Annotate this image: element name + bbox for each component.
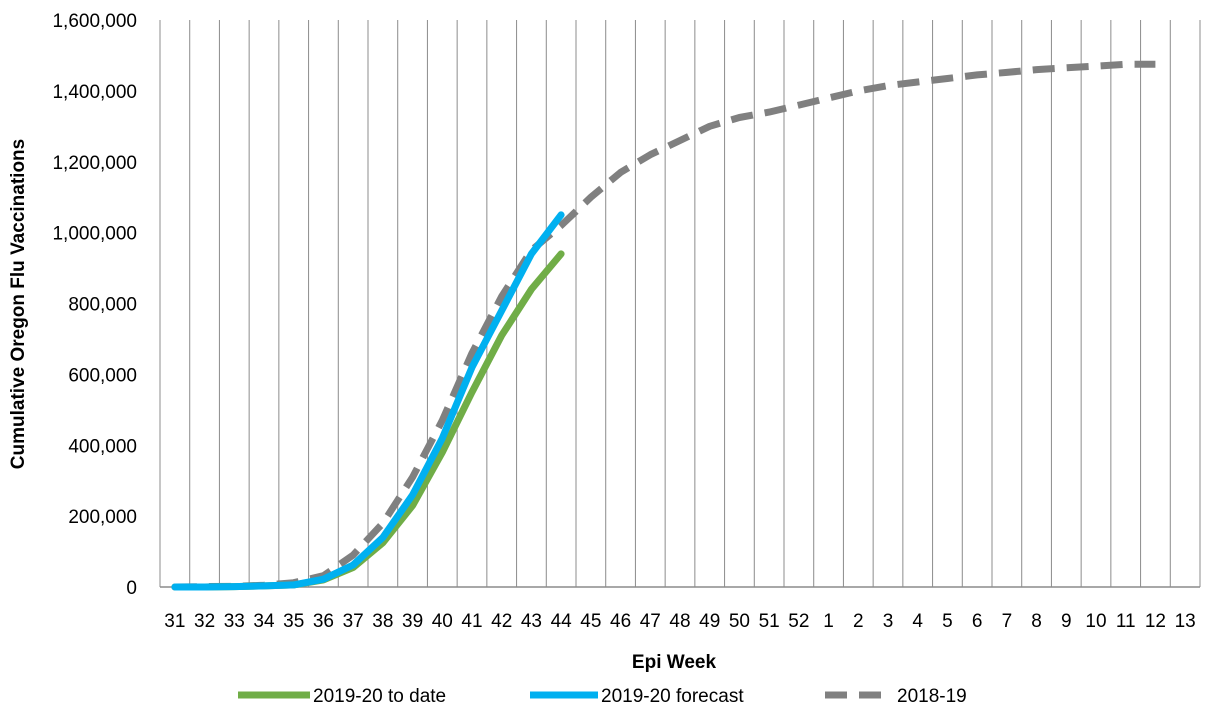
x-tick-label: 6 [972,611,983,632]
y-tick-label: 1,400,000 [52,82,137,103]
x-tick-label: 33 [224,611,245,632]
x-tick-label: 51 [759,611,780,632]
y-axis-ticks: 0 200,000 400,000 600,000 800,000 1,000,000 1,… [52,11,137,599]
x-tick-label: 37 [343,611,364,632]
legend-label: 2019-20 forecast [601,686,744,707]
x-tick-label: 48 [669,611,690,632]
y-tick-label: 200,000 [68,507,137,528]
x-tick-label: 35 [283,611,304,632]
y-tick-label: 400,000 [68,436,137,457]
x-tick-label: 7 [1002,611,1013,632]
y-tick-label: 1,600,000 [52,11,137,32]
y-tick-label: 0 [126,578,137,599]
x-tick-label: 34 [253,611,275,632]
x-tick-label: 2 [853,611,864,632]
x-tick-label: 8 [1031,611,1042,632]
x-tick-label: 12 [1145,611,1166,632]
x-tick-label: 31 [164,611,185,632]
y-tick-label: 600,000 [68,365,137,386]
x-tick-label: 52 [788,611,809,632]
x-tick-label: 3 [883,611,894,632]
x-tick-label: 42 [491,611,512,632]
y-tick-label: 1,000,000 [52,224,137,245]
legend-label: 2019-20 to date [313,686,446,707]
x-tick-label: 47 [640,611,661,632]
x-tick-label: 10 [1085,611,1106,632]
x-tick-label: 40 [432,611,453,632]
y-tick-label: 1,200,000 [52,153,137,174]
y-axis-title: Cumulative Oregon Flu Vaccinations [8,139,29,469]
legend-label: 2018-19 [897,686,967,707]
x-axis-ticks: 31 32 33 34 35 36 37 38 39 40 41 42 43 44 45 46 47 48 49 50… [164,611,1195,632]
x-tick-label: 50 [729,611,750,632]
legend: 2019-20 to date 2019-20 forecast 2018-19 [238,686,967,707]
series-lines [171,60,1156,591]
x-tick-label: 44 [551,611,573,632]
x-tick-label: 5 [942,611,953,632]
x-tick-label: 1 [823,611,834,632]
grid-lines [159,20,1201,587]
x-tick-label: 32 [194,611,215,632]
x-tick-label: 43 [521,611,542,632]
x-tick-label: 4 [912,611,923,632]
series-line-2019-20-forecast [171,211,565,591]
y-tick-label: 800,000 [68,295,137,316]
x-tick-label: 49 [699,611,720,632]
x-tick-label: 36 [313,611,334,632]
x-tick-label: 39 [402,611,423,632]
x-tick-label: 41 [461,611,482,632]
x-axis-title: Epi Week [632,652,717,673]
x-tick-label: 11 [1116,611,1136,632]
x-tick-label: 13 [1175,611,1196,632]
x-tick-label: 45 [580,611,601,632]
x-tick-label: 9 [1061,611,1072,632]
x-tick-label: 46 [610,611,631,632]
x-tick-label: 38 [372,611,393,632]
